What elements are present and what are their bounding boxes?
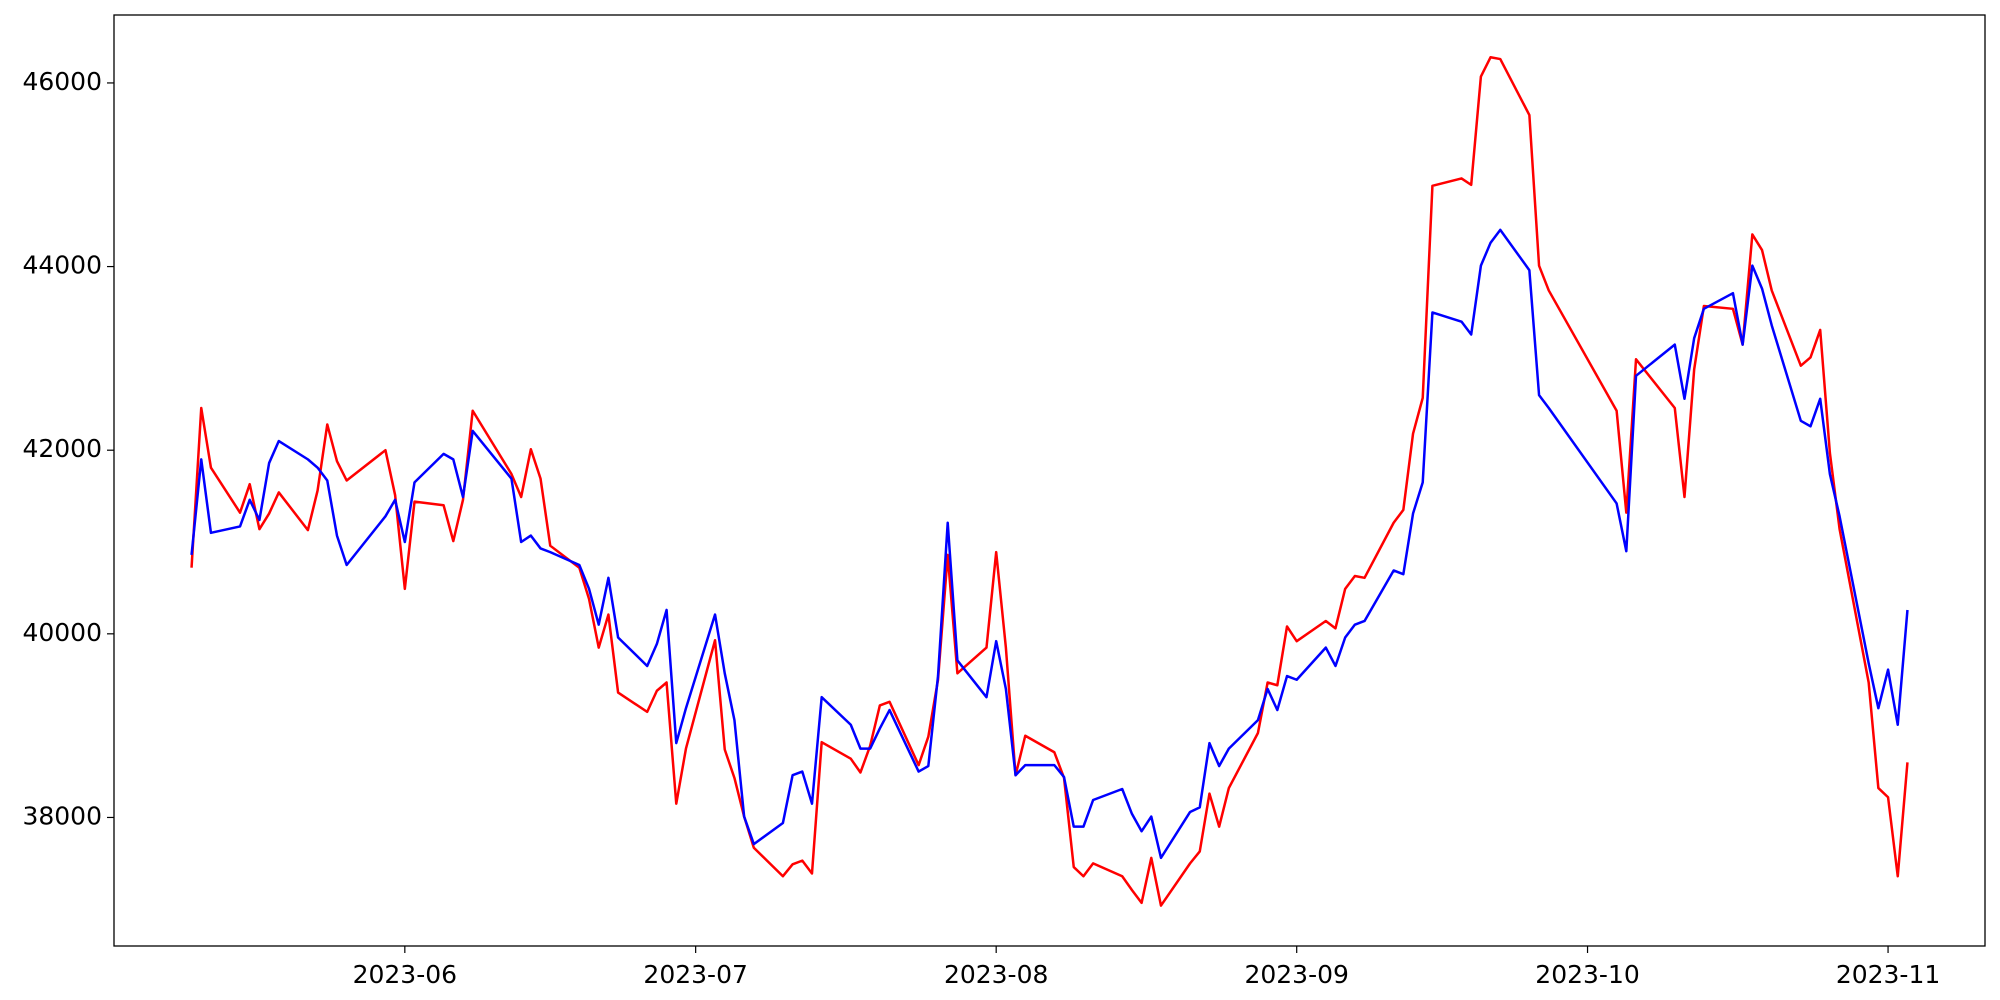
series-line [190, 228, 1909, 860]
y-tick-label: 46000 [22, 67, 102, 96]
x-tick-label: 2023-08 [944, 960, 1048, 989]
x-tick-label: 2023-07 [643, 960, 747, 989]
y-tick-label: 44000 [22, 251, 102, 280]
x-tick-label: 2023-06 [353, 960, 457, 989]
y-tick-label: 42000 [22, 434, 102, 463]
plot-frame [113, 14, 1986, 947]
x-tick-label: 2023-10 [1535, 960, 1639, 989]
x-tick-label: 2023-09 [1244, 960, 1348, 989]
y-tick-label: 40000 [22, 618, 102, 647]
x-tick-label: 2023-11 [1836, 960, 1940, 989]
series-line [190, 55, 1909, 907]
y-tick-label: 38000 [22, 801, 102, 830]
